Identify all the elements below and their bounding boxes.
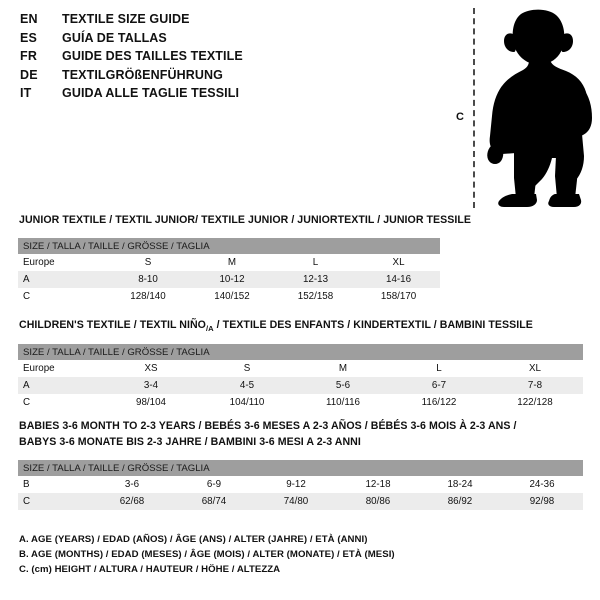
cell: 128/140 <box>106 288 190 305</box>
cell: 5-6 <box>295 377 391 394</box>
babies-band-label: SIZE / TALLA / TAILLE / GRÖSSE / TAGLIA <box>18 460 583 476</box>
table-row: C 128/140 140/152 152/158 158/170 <box>18 288 441 305</box>
language-title: GUIDA ALLE TAGLIE TESSILI <box>62 86 240 100</box>
cell: 24-36 <box>501 476 583 493</box>
cell: 10-12 <box>190 271 274 288</box>
table-row: A 3-4 4-5 5-6 6-7 7-8 <box>18 377 583 394</box>
cell: 110/116 <box>295 394 391 411</box>
language-title: TEXTILGRÖßENFÜHRUNG <box>62 67 223 82</box>
language-title: GUÍA DE TALLAS <box>62 30 167 45</box>
babies-heading-line1: BABIES 3-6 MONTH TO 2-3 YEARS / BEBÉS 3-… <box>19 420 517 432</box>
language-code: IT <box>20 86 32 100</box>
cell: XL <box>357 254 441 271</box>
babies-table-band-row: SIZE / TALLA / TAILLE / GRÖSSE / TAGLIA <box>18 460 583 476</box>
junior-band-label: SIZE / TALLA / TAILLE / GRÖSSE / TAGLIA <box>18 238 441 254</box>
language-code: FR <box>20 49 38 63</box>
cell: 8-10 <box>106 271 190 288</box>
legend-row-a: A. AGE (YEARS) / EDAD (AÑOS) / ÂGE (ANS)… <box>19 534 368 545</box>
row-label: C <box>18 394 103 411</box>
cell: XS <box>103 360 199 377</box>
cell: 74/80 <box>255 493 337 510</box>
cell: XL <box>487 360 583 377</box>
row-label: C <box>18 493 91 510</box>
cell: 7-8 <box>487 377 583 394</box>
cell: 6-7 <box>391 377 487 394</box>
babies-size-table: SIZE / TALLA / TAILLE / GRÖSSE / TAGLIA … <box>18 460 583 510</box>
language-title: TEXTILE SIZE GUIDE <box>62 12 190 26</box>
cell: 104/110 <box>199 394 295 411</box>
cell: 6-9 <box>173 476 255 493</box>
cell: S <box>199 360 295 377</box>
cell: 3-4 <box>103 377 199 394</box>
height-figure: C <box>440 6 600 211</box>
height-measure-label: C <box>456 111 464 123</box>
row-label: A <box>18 377 103 394</box>
language-title: GUIDE DES TAILLES TEXTILE <box>62 49 243 63</box>
legend-row-b: B. AGE (MONTHS) / EDAD (MESES) / ÂGE (MO… <box>19 549 395 560</box>
language-row: EN TEXTILE SIZE GUIDE <box>20 12 420 31</box>
cell: 18-24 <box>419 476 501 493</box>
language-row: ES GUÍA DE TALLAS <box>20 31 420 50</box>
cell: 122/128 <box>487 394 583 411</box>
children-band-label: SIZE / TALLA / TAILLE / GRÖSSE / TAGLIA <box>18 344 583 360</box>
children-heading-sub: /A <box>205 324 214 334</box>
cell: L <box>274 254 357 271</box>
legend-block: A. AGE (YEARS) / EDAD (AÑOS) / ÂGE (ANS)… <box>19 534 579 579</box>
height-dashed-line <box>473 8 475 208</box>
language-title-block: EN TEXTILE SIZE GUIDE ES GUÍA DE TALLAS … <box>20 12 420 105</box>
children-size-table: SIZE / TALLA / TAILLE / GRÖSSE / TAGLIA … <box>18 344 583 411</box>
table-row: A 8-10 10-12 12-13 14-16 <box>18 271 441 288</box>
babies-heading-line2: BABYS 3-6 MONATE BIS 2-3 JAHRE / BAMBINI… <box>19 435 361 448</box>
cell: 116/122 <box>391 394 487 411</box>
cell: 140/152 <box>190 288 274 305</box>
language-row: DE TEXTILGRÖßENFÜHRUNG <box>20 68 420 87</box>
junior-size-table: SIZE / TALLA / TAILLE / GRÖSSE / TAGLIA … <box>18 238 441 305</box>
table-row: Europe XS S M L XL <box>18 360 583 377</box>
children-heading-pre: CHILDREN'S TEXTILE / TEXTIL NIÑO <box>19 319 206 331</box>
legend-row-c: C. (cm) HEIGHT / ALTURA / HAUTEUR / HÖHE… <box>19 564 281 575</box>
table-row: Europe S M L XL <box>18 254 441 271</box>
cell: 80/86 <box>337 493 419 510</box>
cell: 9-12 <box>255 476 337 493</box>
language-code: ES <box>20 30 38 45</box>
cell: 12-18 <box>337 476 419 493</box>
language-row: IT GUIDA ALLE TAGLIE TESSILI <box>20 86 420 105</box>
cell: 98/104 <box>103 394 199 411</box>
cell: M <box>295 360 391 377</box>
language-row: FR GUIDE DES TAILLES TEXTILE <box>20 49 420 68</box>
row-label: B <box>18 476 91 493</box>
children-table-band-row: SIZE / TALLA / TAILLE / GRÖSSE / TAGLIA <box>18 344 583 360</box>
cell: M <box>190 254 274 271</box>
cell: S <box>106 254 190 271</box>
cell: 68/74 <box>173 493 255 510</box>
cell: 12-13 <box>274 271 357 288</box>
child-silhouette-icon <box>487 9 592 207</box>
table-row: C 98/104 104/110 110/116 116/122 122/128 <box>18 394 583 411</box>
row-label: A <box>18 271 106 288</box>
children-section-heading: CHILDREN'S TEXTILE / TEXTIL NIÑO/A / TEX… <box>19 319 533 333</box>
cell: 3-6 <box>91 476 173 493</box>
table-row: C 62/68 68/74 74/80 80/86 86/92 92/98 <box>18 493 583 510</box>
children-heading-post: / TEXTILE DES ENFANTS / KINDERTEXTIL / B… <box>213 319 533 331</box>
cell: 62/68 <box>91 493 173 510</box>
junior-section-heading: JUNIOR TEXTILE / TEXTIL JUNIOR/ TEXTILE … <box>19 214 472 226</box>
cell: 86/92 <box>419 493 501 510</box>
cell: 158/170 <box>357 288 441 305</box>
row-label: Europe <box>18 254 106 271</box>
table-row: B 3-6 6-9 9-12 12-18 18-24 24-36 <box>18 476 583 493</box>
language-code: DE <box>20 67 38 82</box>
cell: 4-5 <box>199 377 295 394</box>
row-label: Europe <box>18 360 103 377</box>
babies-section-heading: BABIES 3-6 MONTH TO 2-3 YEARS / BEBÉS 3-… <box>19 420 516 448</box>
language-code: EN <box>20 12 38 26</box>
cell: L <box>391 360 487 377</box>
cell: 152/158 <box>274 288 357 305</box>
cell: 92/98 <box>501 493 583 510</box>
row-label: C <box>18 288 106 305</box>
cell: 14-16 <box>357 271 441 288</box>
junior-table-band-row: SIZE / TALLA / TAILLE / GRÖSSE / TAGLIA <box>18 238 441 254</box>
